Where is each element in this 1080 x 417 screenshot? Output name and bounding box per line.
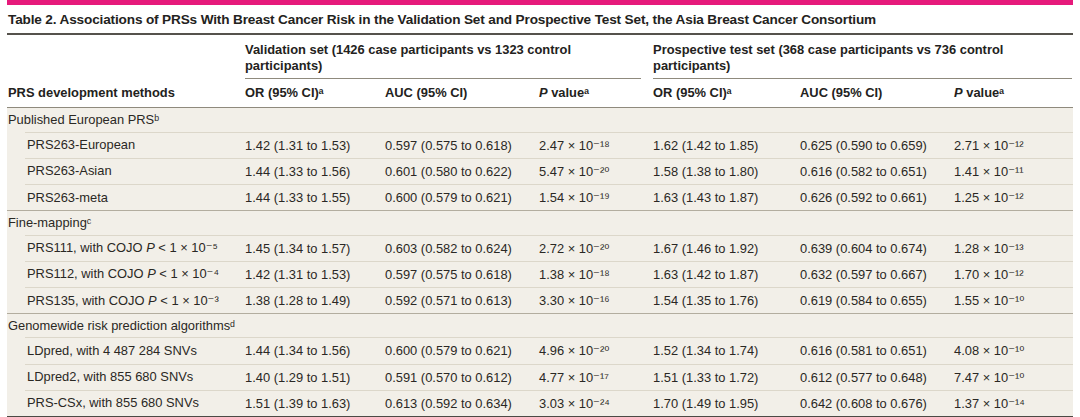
cell-auc-validation: 0.591 (0.570 to 0.612) (385, 364, 539, 390)
cell-auc-validation: 0.601 (0.580 to 0.622) (385, 158, 539, 184)
cell-pvalue-test: 1.55 × 10⁻¹⁰ (954, 287, 1073, 313)
cell-pvalue-validation: 4.77 × 10⁻¹⁷ (539, 364, 653, 390)
cell-pvalue-validation: 3.03 × 10⁻²⁴ (539, 390, 653, 417)
cell-auc-test: 0.616 (0.582 to 0.651) (800, 158, 954, 184)
section-header: Fine-mappingᶜ (7, 210, 1073, 234)
pvalue-rest: valueᵃ (963, 85, 1004, 100)
cell-pvalue-test: 1.28 × 10⁻¹³ (954, 235, 1073, 261)
column-header-auc-validation: AUC (95% CI) (385, 79, 539, 108)
cell-auc-test: 0.642 (0.608 to 0.676) (800, 390, 954, 417)
row-label: LDpred, with 4 487 284 SNVs (7, 337, 245, 363)
table-header: PRS development methods Validation set (… (7, 35, 1073, 108)
cell-pvalue-test: 1.41 × 10⁻¹¹ (954, 158, 1073, 184)
cell-pvalue-test: 1.25 × 10⁻¹² (954, 184, 1073, 210)
cell-auc-test: 0.632 (0.597 to 0.667) (800, 261, 954, 287)
cell-pvalue-validation: 2.47 × 10⁻¹⁸ (539, 132, 653, 158)
section-header: Published European PRSᵇ (7, 108, 1073, 131)
cell-or-test: 1.70 (1.49 to 1.95) (653, 390, 800, 417)
cell-pvalue-test: 1.37 × 10⁻¹⁴ (954, 390, 1073, 417)
table-row-ldpred: LDpred, with 4 487 284 SNVs 1.44 (1.34 t… (7, 337, 1073, 363)
cell-or-test: 1.62 (1.42 to 1.85) (653, 132, 800, 158)
cell-or-validation: 1.38 (1.28 to 1.49) (245, 287, 385, 313)
cell-auc-validation: 0.613 (0.592 to 0.634) (385, 390, 539, 417)
pvalue-rest: valueᵃ (548, 85, 589, 100)
group-header-test-label: Prospective test set (368 case participa… (653, 42, 1072, 79)
table-row-prs-csx: PRS-CSx, with 855 680 SNVs 1.51 (1.39 to… (7, 390, 1073, 417)
table-row-ldpred2: LDpred2, with 855 680 SNVs 1.40 (1.29 to… (7, 364, 1073, 390)
cell-pvalue-validation: 3.30 × 10⁻¹⁶ (539, 287, 653, 313)
cell-pvalue-test: 1.70 × 10⁻¹² (954, 261, 1073, 287)
cell-or-test: 1.63 (1.43 to 1.87) (653, 184, 800, 210)
column-header-pvalue-validation: P valueᵃ (539, 79, 653, 108)
cell-auc-validation: 0.592 (0.571 to 0.613) (385, 287, 539, 313)
row-label: PRS263-Asian (7, 158, 245, 184)
cell-pvalue-validation: 4.96 × 10⁻²⁰ (539, 337, 653, 363)
group-header-test-set: Prospective test set (368 case participa… (653, 35, 1073, 79)
cell-pvalue-test: 4.08 × 10⁻¹⁰ (954, 337, 1073, 363)
section-row-published-european-prs: Published European PRSᵇ (7, 108, 1073, 131)
row-label: PRS135, with COJO P < 1 × 10⁻³ (7, 287, 245, 313)
cell-auc-test: 0.626 (0.592 to 0.661) (800, 184, 954, 210)
table-row-prs135: PRS135, with COJO P < 1 × 10⁻³ 1.38 (1.2… (7, 287, 1073, 313)
cell-or-validation: 1.51 (1.39 to 1.63) (245, 390, 385, 417)
cell-or-test: 1.58 (1.38 to 1.80) (653, 158, 800, 184)
cell-or-validation: 1.45 (1.34 to 1.57) (245, 235, 385, 261)
cell-or-validation: 1.44 (1.34 to 1.56) (245, 337, 385, 363)
cell-or-validation: 1.42 (1.31 to 1.53) (245, 132, 385, 158)
section-row-genomewide-algorithms: Genomewide risk prediction algorithmsᵈ (7, 313, 1073, 337)
cell-auc-validation: 0.597 (0.575 to 0.618) (385, 132, 539, 158)
pvalue-italic-p: P (539, 85, 548, 100)
table-title: Table 2. Associations of PRSs With Breas… (7, 5, 1073, 35)
pvalue-italic-p: P (954, 85, 963, 100)
section-header: Genomewide risk prediction algorithmsᵈ (7, 313, 1073, 337)
row-label: PRS111, with COJO P < 1 × 10⁻⁵ (7, 235, 245, 261)
group-header-row: PRS development methods Validation set (… (7, 35, 1073, 79)
row-label: PRS263-meta (7, 184, 245, 210)
column-header-or-test: OR (95% CI)ᵃ (653, 79, 800, 108)
cell-or-test: 1.54 (1.35 to 1.76) (653, 287, 800, 313)
cell-auc-validation: 0.597 (0.575 to 0.618) (385, 261, 539, 287)
cell-or-test: 1.52 (1.34 to 1.74) (653, 337, 800, 363)
table-row-prs263-european: PRS263-European 1.42 (1.31 to 1.53) 0.59… (7, 132, 1073, 158)
column-header-or-validation: OR (95% CI)ᵃ (245, 79, 385, 108)
cell-pvalue-validation: 1.54 × 10⁻¹⁹ (539, 184, 653, 210)
row-label: PRS112, with COJO P < 1 × 10⁻⁴ (7, 261, 245, 287)
table-body: Published European PRSᵇ PRS263-European … (7, 108, 1073, 417)
section-row-fine-mapping: Fine-mappingᶜ (7, 210, 1073, 234)
cell-or-validation: 1.40 (1.29 to 1.51) (245, 364, 385, 390)
row-label: LDpred2, with 855 680 SNVs (7, 364, 245, 390)
cell-pvalue-validation: 2.72 × 10⁻²⁰ (539, 235, 653, 261)
cell-pvalue-test: 2.71 × 10⁻¹² (954, 132, 1073, 158)
table-row-prs263-meta: PRS263-meta 1.44 (1.33 to 1.55) 0.600 (0… (7, 184, 1073, 210)
column-header-pvalue-test: P valueᵃ (954, 79, 1073, 108)
row-label: PRS263-European (7, 132, 245, 158)
cell-or-test: 1.67 (1.46 to 1.92) (653, 235, 800, 261)
cell-auc-validation: 0.603 (0.582 to 0.624) (385, 235, 539, 261)
cell-or-validation: 1.44 (1.33 to 1.56) (245, 158, 385, 184)
results-table: PRS development methods Validation set (… (7, 35, 1073, 417)
cell-auc-test: 0.625 (0.590 to 0.659) (800, 132, 954, 158)
table-row-prs111: PRS111, with COJO P < 1 × 10⁻⁵ 1.45 (1.3… (7, 235, 1073, 261)
group-header-validation-label: Validation set (1426 case participants v… (245, 42, 641, 79)
cell-auc-test: 0.612 (0.577 to 0.648) (800, 364, 954, 390)
table-row-prs112: PRS112, with COJO P < 1 × 10⁻⁴ 1.42 (1.3… (7, 261, 1073, 287)
cell-auc-test: 0.616 (0.581 to 0.651) (800, 337, 954, 363)
cell-auc-test: 0.639 (0.604 to 0.674) (800, 235, 954, 261)
cell-or-validation: 1.42 (1.31 to 1.53) (245, 261, 385, 287)
cell-or-test: 1.51 (1.33 to 1.72) (653, 364, 800, 390)
column-header-methods: PRS development methods (7, 35, 245, 108)
row-label: PRS-CSx, with 855 680 SNVs (7, 390, 245, 417)
cell-or-validation: 1.44 (1.33 to 1.55) (245, 184, 385, 210)
cell-pvalue-validation: 1.38 × 10⁻¹⁸ (539, 261, 653, 287)
cell-pvalue-validation: 5.47 × 10⁻²⁰ (539, 158, 653, 184)
cell-auc-validation: 0.600 (0.579 to 0.621) (385, 184, 539, 210)
cell-pvalue-test: 7.47 × 10⁻¹⁰ (954, 364, 1073, 390)
group-header-validation-set: Validation set (1426 case participants v… (245, 35, 653, 79)
table-figure: Table 2. Associations of PRSs With Breas… (0, 0, 1080, 417)
cell-auc-validation: 0.600 (0.579 to 0.621) (385, 337, 539, 363)
column-header-auc-test: AUC (95% CI) (800, 79, 954, 108)
cell-auc-test: 0.619 (0.584 to 0.655) (800, 287, 954, 313)
cell-or-test: 1.63 (1.42 to 1.87) (653, 261, 800, 287)
table-row-prs263-asian: PRS263-Asian 1.44 (1.33 to 1.56) 0.601 (… (7, 158, 1073, 184)
